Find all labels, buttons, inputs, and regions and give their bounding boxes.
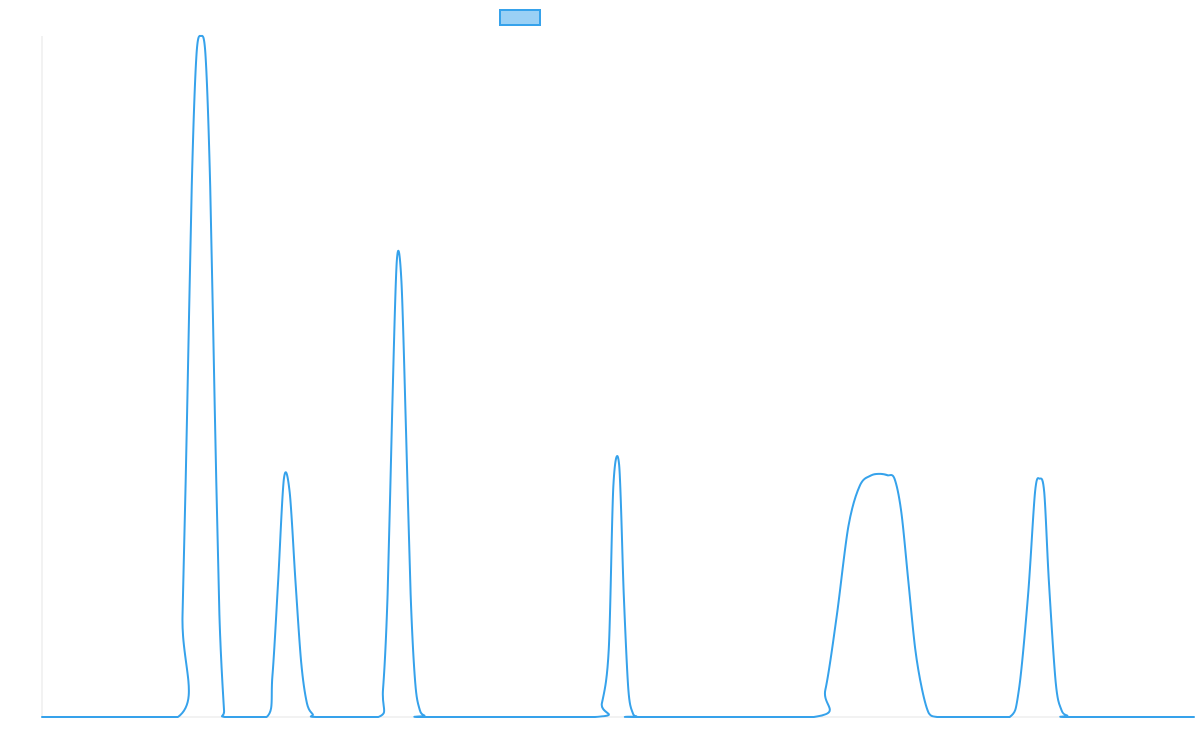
legend-swatch[interactable] xyxy=(499,9,541,26)
series-line-1[interactable] xyxy=(41,34,1195,719)
plot-series xyxy=(41,34,1195,719)
